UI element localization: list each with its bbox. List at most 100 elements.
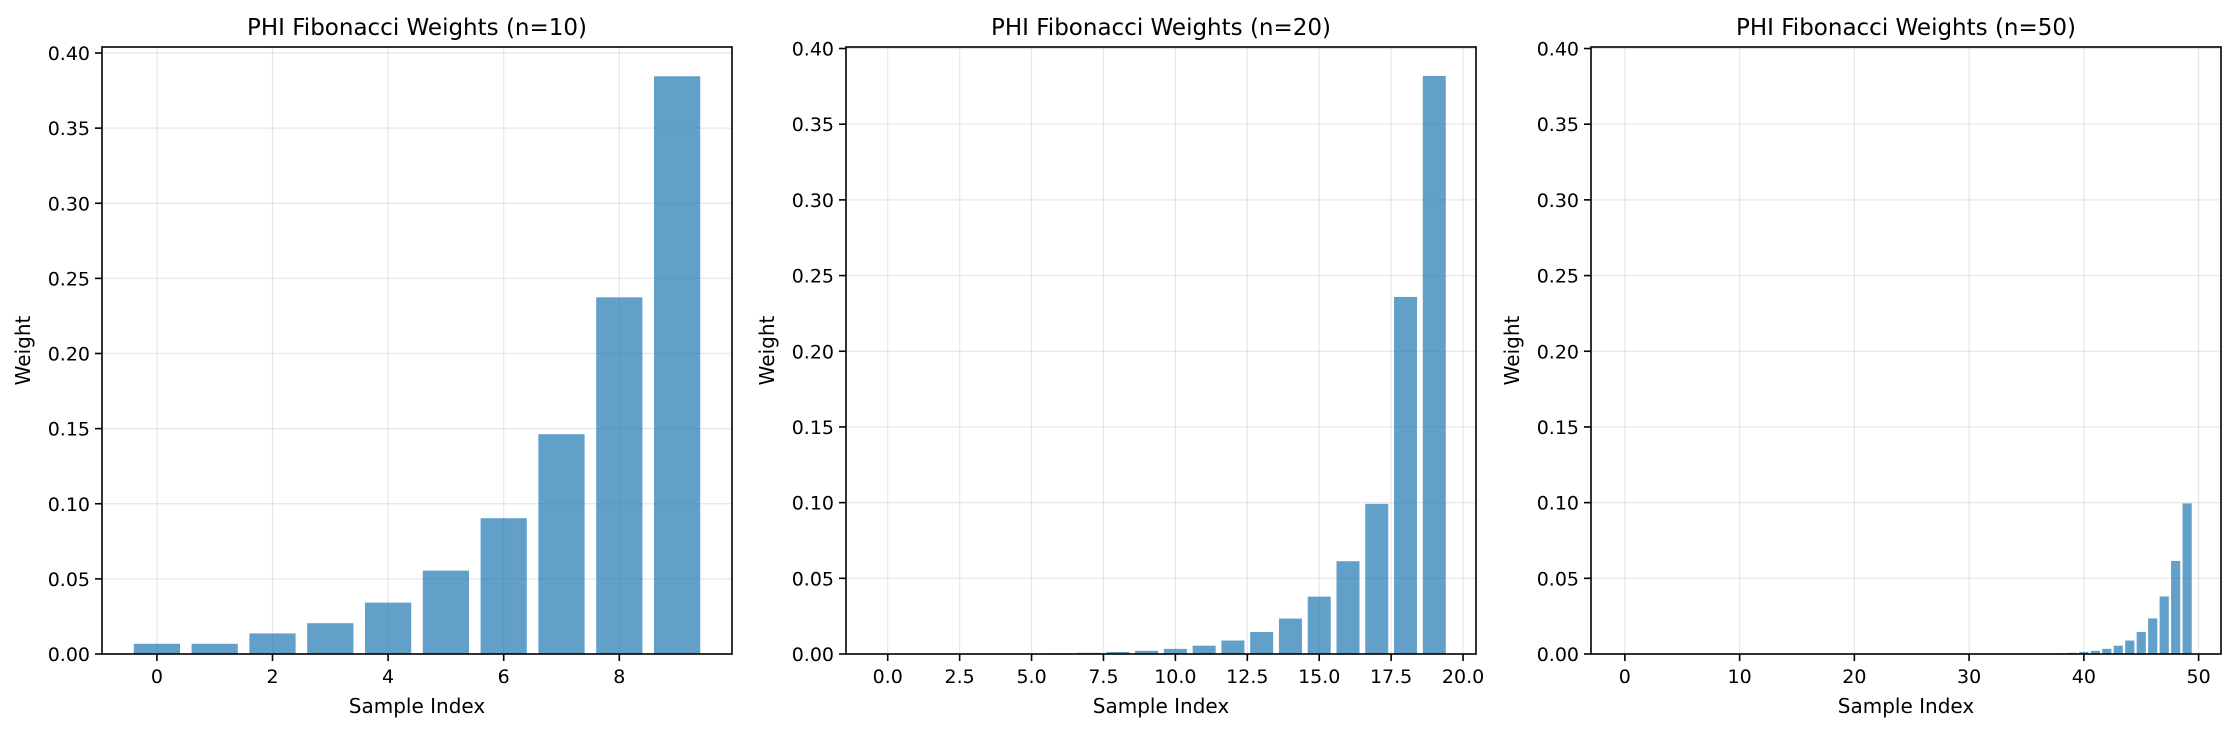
- x-tick-label: 30: [1957, 666, 1981, 688]
- bar: [2090, 650, 2100, 654]
- bar: [191, 643, 238, 654]
- y-tick-label: 0.25: [792, 266, 834, 288]
- ticks: 0 2 4 6 8 0.00 0.05 0.10 0.15 0.20 0.25 0.30 0.35 0.4…: [48, 43, 626, 688]
- bars: [876, 75, 1446, 654]
- bar: [1192, 645, 1216, 654]
- y-tick-label: 0.05: [1537, 568, 1579, 590]
- y-tick-label: 0.20: [792, 341, 834, 363]
- y-tick-label: 0.35: [48, 118, 90, 140]
- chart-title: PHI Fibonacci Weights (n=10): [247, 15, 587, 41]
- x-tick-label: 50: [2187, 666, 2211, 688]
- bar: [307, 623, 354, 654]
- y-tick-label: 0.20: [1537, 341, 1579, 363]
- chart-title: PHI Fibonacci Weights (n=50): [1736, 15, 2076, 41]
- bar: [1422, 75, 1446, 654]
- chart-panel-2: PHI Fibonacci Weights (n=20) Sample Inde…: [755, 15, 1484, 718]
- bar: [422, 570, 470, 654]
- y-tick-label: 0.05: [792, 568, 834, 590]
- chart-title: PHI Fibonacci Weights (n=20): [991, 15, 1331, 41]
- y-tick-label: 0.05: [48, 569, 90, 591]
- x-tick-label: 15.0: [1298, 666, 1340, 688]
- y-tick-label: 0.00: [792, 644, 834, 666]
- gridlines: [1591, 47, 2221, 655]
- bar: [1307, 596, 1331, 654]
- x-tick-label: 0.0: [873, 666, 903, 688]
- bar: [1135, 650, 1159, 654]
- x-tick-label: 0: [151, 666, 163, 688]
- x-tick-label: 2.5: [945, 666, 975, 688]
- x-axis-label: Sample Index: [1838, 694, 1975, 718]
- y-tick-label: 0.15: [792, 417, 834, 439]
- x-tick-label: 12.5: [1226, 666, 1268, 688]
- bar: [249, 633, 296, 654]
- bar: [653, 76, 701, 654]
- bars: [133, 76, 701, 654]
- x-tick-label: 10: [1728, 666, 1752, 688]
- bar: [2136, 632, 2146, 654]
- y-tick-label: 0.25: [48, 268, 90, 290]
- bar: [1250, 632, 1274, 654]
- x-tick-label: 0: [1619, 666, 1631, 688]
- x-tick-label: 7.5: [1088, 666, 1118, 688]
- bar: [1278, 618, 1302, 654]
- bar: [1336, 561, 1360, 654]
- bar: [2125, 640, 2135, 654]
- y-tick-label: 0.20: [48, 344, 90, 366]
- x-tick-label: 20: [1842, 666, 1866, 688]
- bar: [2148, 618, 2158, 654]
- bar: [2159, 596, 2169, 654]
- x-tick-label: 8: [613, 666, 625, 688]
- x-tick-label: 17.5: [1370, 666, 1412, 688]
- x-tick-label: 5.0: [1016, 666, 1046, 688]
- y-tick-label: 0.40: [792, 39, 834, 61]
- bar: [364, 602, 412, 654]
- y-tick-label: 0.35: [1537, 114, 1579, 136]
- x-tick-label: 6: [498, 666, 510, 688]
- x-tick-label: 10.0: [1154, 666, 1196, 688]
- bar: [480, 518, 527, 654]
- y-axis-label: Weight: [755, 316, 779, 386]
- y-tick-label: 0.00: [1537, 644, 1579, 666]
- y-axis-label: Weight: [1500, 316, 1524, 386]
- y-tick-label: 0.15: [1537, 417, 1579, 439]
- bar: [2102, 648, 2112, 654]
- chart-panel-1: PHI Fibonacci Weights (n=10) Sample Inde…: [11, 15, 733, 718]
- bar: [1221, 640, 1245, 654]
- y-axis-label: Weight: [11, 316, 35, 386]
- y-tick-label: 0.10: [1537, 493, 1579, 515]
- plot-frame: [845, 46, 1477, 655]
- bar: [538, 434, 585, 654]
- ticks: 0.0 2.5 5.0 7.5 10.0 12.5 15.0 17.5 20.0 0.00 0.05…: [792, 39, 1485, 688]
- x-tick-label: 4: [382, 666, 394, 688]
- x-tick-label: 40: [2072, 666, 2096, 688]
- bar: [2113, 645, 2123, 654]
- y-tick-label: 0.30: [792, 190, 834, 212]
- gridlines: [846, 47, 1476, 655]
- y-tick-label: 0.10: [792, 493, 834, 515]
- y-tick-label: 0.40: [1537, 39, 1579, 61]
- bar: [133, 643, 181, 654]
- y-tick-label: 0.25: [1537, 266, 1579, 288]
- bar: [1365, 503, 1389, 654]
- bar: [2079, 652, 2089, 654]
- y-tick-label: 0.10: [48, 494, 90, 516]
- bar: [2171, 560, 2181, 654]
- y-tick-label: 0.35: [792, 114, 834, 136]
- ticks: 0 10 20 30 40 50 0.00 0.05 0.10 0.15 0.20 0.25 0.30 0…: [1537, 39, 2211, 688]
- x-tick-label: 2: [266, 666, 278, 688]
- bar: [1106, 652, 1130, 654]
- y-tick-label: 0.15: [48, 419, 90, 441]
- x-axis-label: Sample Index: [1093, 694, 1230, 718]
- x-tick-label: 20.0: [1442, 666, 1484, 688]
- plot-frame: [101, 46, 733, 655]
- y-tick-label: 0.30: [48, 193, 90, 215]
- plot-frame: [1590, 46, 2222, 655]
- x-axis-label: Sample Index: [349, 694, 486, 718]
- bar: [596, 297, 643, 654]
- bar: [2182, 503, 2192, 654]
- y-tick-label: 0.30: [1537, 190, 1579, 212]
- chart-panel-3: PHI Fibonacci Weights (n=50) Sample Inde…: [1500, 15, 2222, 718]
- y-tick-label: 0.00: [48, 644, 90, 666]
- bar: [1394, 296, 1418, 654]
